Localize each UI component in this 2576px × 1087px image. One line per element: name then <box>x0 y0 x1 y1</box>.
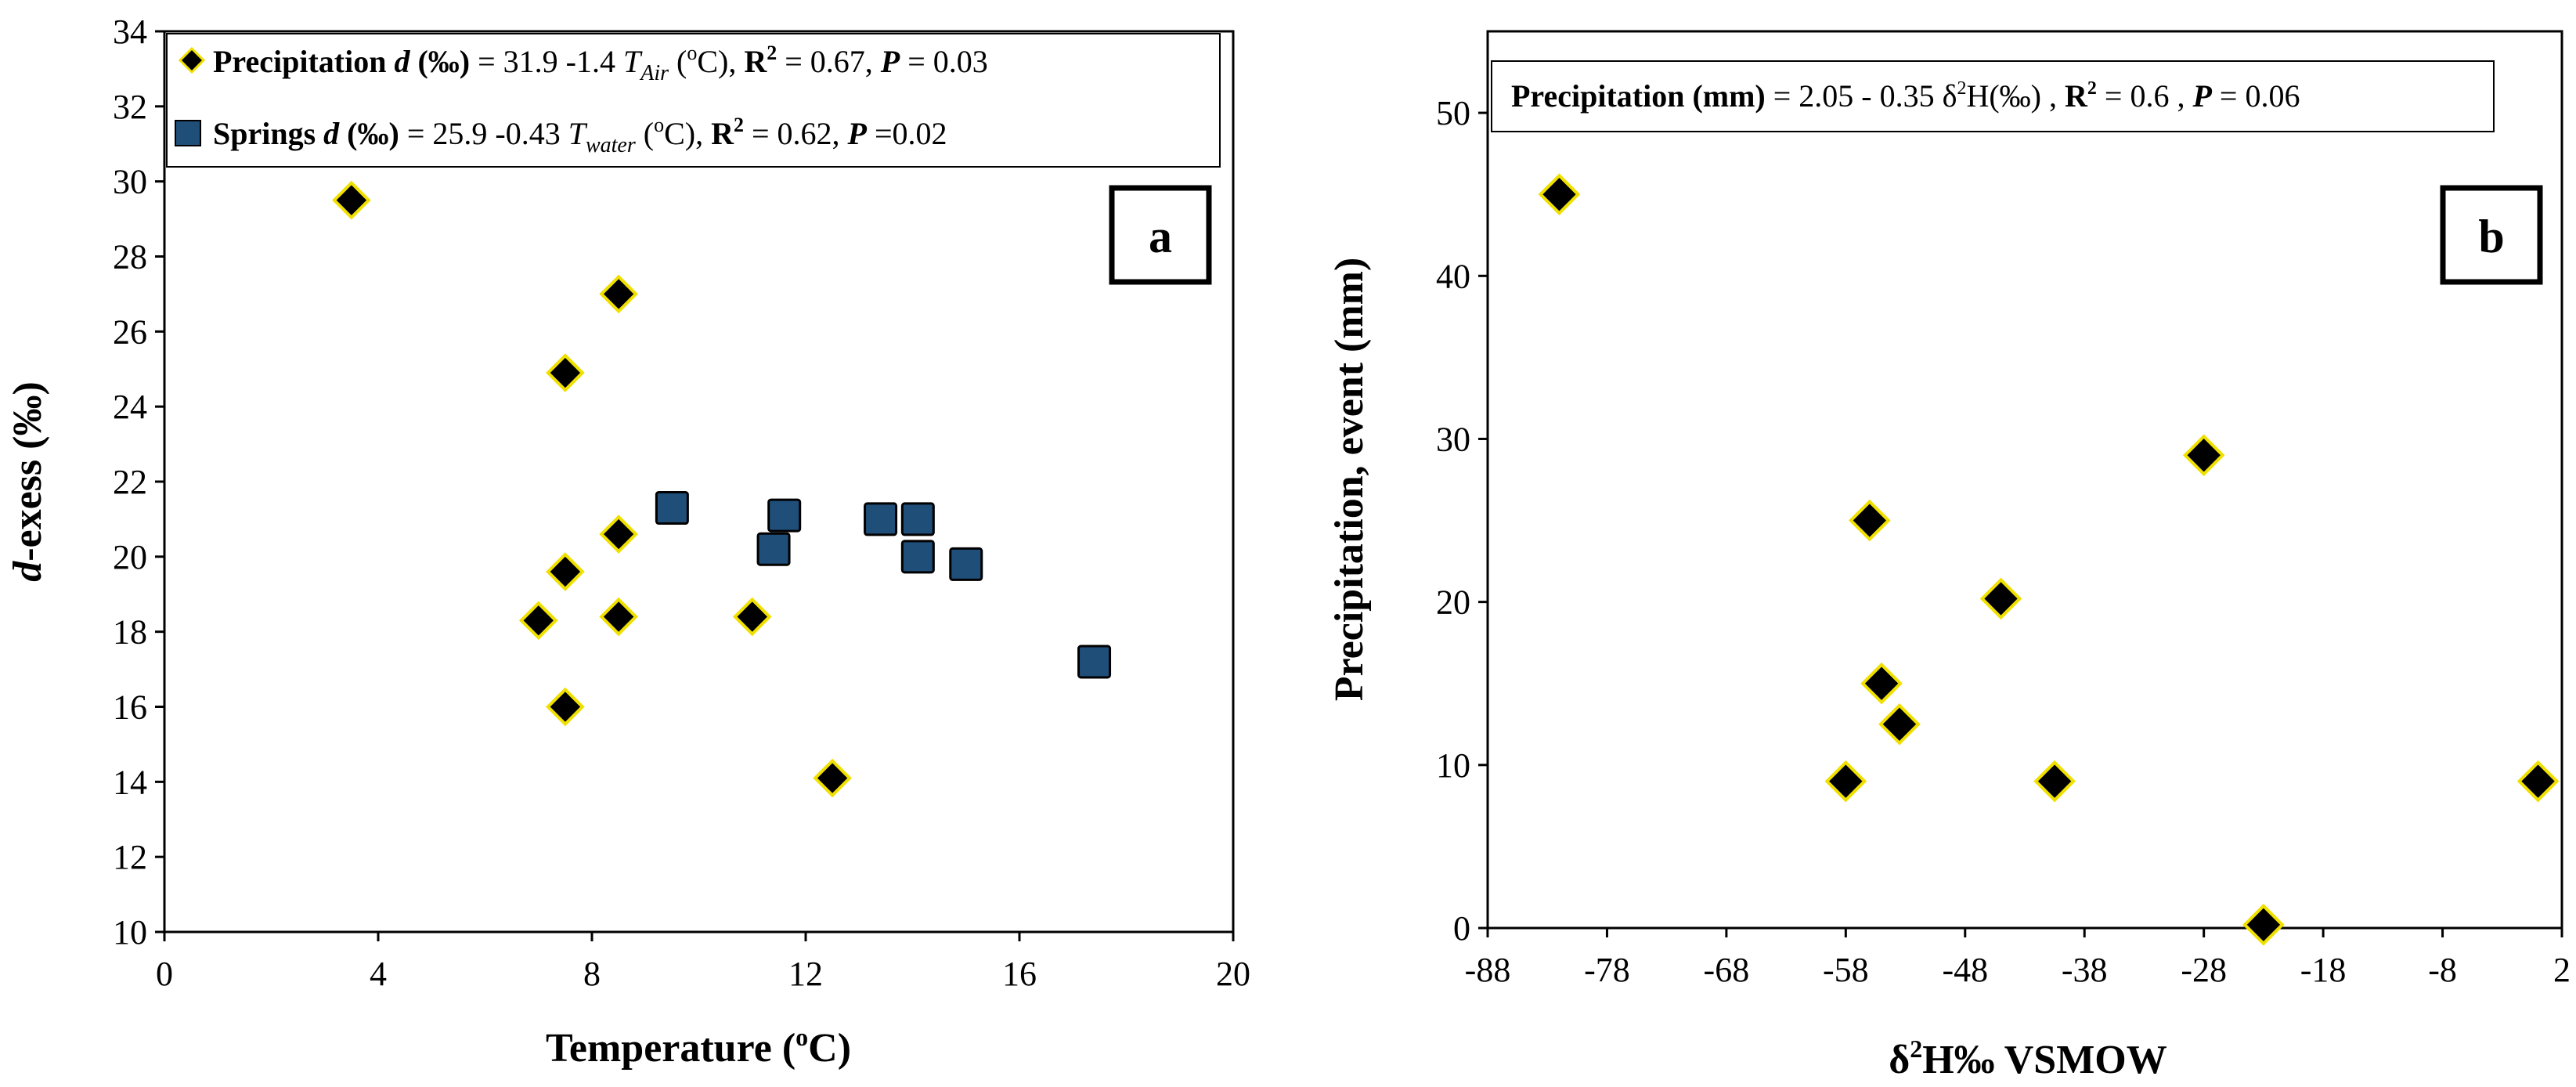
panel-a-letter-box <box>1109 185 1212 285</box>
panel-a-precipitation-point <box>599 274 638 314</box>
panel-a-springs-point <box>864 502 898 536</box>
panel-b-precipitation-point <box>1979 577 2022 620</box>
panel-b-x-tick-label: -28 <box>2181 951 2227 989</box>
panel-a-x-tick-label: 12 <box>788 955 823 993</box>
panel-a-springs-point <box>900 540 935 574</box>
panel-a: 0 4 8 12 16 20 10 12 14 16 18 20 22 24 26 28 30 32 34 Tem… <box>5 13 1250 1071</box>
panel-b-x-tick-label: -78 <box>1584 951 1630 989</box>
panel-a-x-tick-label: 20 <box>1216 955 1250 993</box>
panel-b-x-tick-label: -58 <box>1823 951 1869 989</box>
panel-a-y-tick-label: 18 <box>113 613 147 652</box>
panel-a-y-tick-label: 34 <box>113 13 147 51</box>
panel-b-plot-area <box>1486 30 2563 930</box>
panel-b-x-tick-label: -18 <box>2300 951 2347 989</box>
panel-a-springs-point <box>756 532 791 566</box>
panel-a-x-tick-label: 16 <box>1002 955 1037 993</box>
panel-b-x-ticks: -88 -78 -68 -58 -48 -38 -28 -18 -8 2 <box>1465 928 2571 989</box>
panel-a-y-ticks: 10 12 14 16 18 20 22 24 26 28 30 32 34 <box>113 13 164 952</box>
panel-b-precipitation-point <box>1860 662 1903 705</box>
panel-b-precipitation-point <box>1878 702 1921 746</box>
panel-a-x-tick-label: 8 <box>583 955 601 993</box>
panel-b-y-tick-label: 0 <box>1453 909 1470 948</box>
panel-a-precipitation-point <box>546 552 585 591</box>
panel-b-x-tick-label: -8 <box>2428 951 2457 989</box>
panel-a-precipitation-point <box>813 758 852 798</box>
panel-b-precipitation-point <box>1824 760 1867 803</box>
panel-b-x-tick-label: -68 <box>1704 951 1750 989</box>
panel-a-y-tick-label: 10 <box>113 913 147 952</box>
panel-a-precipitation-point <box>332 180 371 220</box>
panel-b-y-ticks: 0 10 20 30 40 50 <box>1436 94 1488 948</box>
panel-a-x-ticks: 0 4 8 12 16 20 <box>156 932 1250 993</box>
panel-a-y-tick-label: 16 <box>113 688 147 727</box>
panel-a-y-tick-label: 22 <box>113 463 147 501</box>
panel-a-letter: a <box>1149 211 1172 262</box>
panel-a-precipitation-point <box>518 601 558 641</box>
panel-a-y-tick-label: 26 <box>113 312 147 351</box>
panel-a-precipitation-point <box>546 353 585 392</box>
legend-precip-text: Precipitation d (‰) = 31.9 -1.4 TAir (oC… <box>213 42 988 85</box>
panel-b-x-axis-title: δ2H‰ VSMOW <box>1889 1035 2167 1082</box>
panel-a-y-tick-label: 32 <box>113 88 147 126</box>
panel-b-legend: Precipitation (mm) = 2.05 - 0.35 δ2H(‰) … <box>1491 60 2495 132</box>
panel-a-springs-point <box>767 498 802 533</box>
panel-b: -88 -78 -68 -58 -48 -38 -28 -18 -8 2 01020304050 … <box>1327 30 2571 1082</box>
panel-b-y-tick-label: 40 <box>1436 257 1470 295</box>
panel-a-springs-point <box>900 502 935 536</box>
panel-a-springs-point <box>949 547 983 581</box>
panel-a-springs-point <box>1077 645 1112 679</box>
panel-a-y-tick-label: 28 <box>113 238 147 276</box>
legend-precip-diamond-marker <box>178 46 206 74</box>
legend-springs-text: Springs d (‰) = 25.9 -0.43 Twater (oC), … <box>213 114 947 157</box>
panel-a-x-tick-label: 4 <box>370 955 387 993</box>
panel-a-legend: Precipitation d (‰) = 31.9 -1.4 TAir (oC… <box>166 33 1221 168</box>
panel-b-precipitation-point <box>2516 760 2560 803</box>
panel-b-x-tick-label: 2 <box>2553 951 2571 989</box>
panel-b-y-tick-label: 20 <box>1436 583 1470 622</box>
panel-a-legend-box <box>166 33 1221 168</box>
panel-b-precipitation-point <box>1848 499 1891 542</box>
panel-b-precipitation-point <box>2182 434 2225 477</box>
panel-a-y-tick-label: 20 <box>113 538 147 576</box>
panel-b-x-tick-label: -48 <box>1942 951 1988 989</box>
panel-a-y-axis-title: d-exess (‰) <box>5 381 50 582</box>
panel-a-y-tick-label: 30 <box>113 163 147 201</box>
panel-a-precipitation-point <box>599 515 638 554</box>
panel-b-x-tick-label: -88 <box>1465 951 1511 989</box>
panel-b-letter: b <box>2478 211 2504 262</box>
panel-b-points <box>1538 173 2560 946</box>
panel-a-points <box>332 180 1112 798</box>
panel-a-y-tick-label: 12 <box>113 838 147 876</box>
panel-b-precipitation-point <box>2242 904 2285 946</box>
panel-a-x-axis-title: Temperature (oC) <box>546 1023 851 1071</box>
panel-a-precipitation-point <box>546 687 585 727</box>
panel-b-legend-text: Precipitation (mm) = 2.05 - 0.35 δ2H(‰) … <box>1511 78 2300 114</box>
legend-springs-square-marker <box>175 120 201 146</box>
panel-b-letter-box <box>2440 185 2543 285</box>
panel-b-y-tick-label: 50 <box>1436 94 1470 132</box>
panel-b-x-tick-label: -38 <box>2062 951 2108 989</box>
panel-a-x-tick-label: 0 <box>156 955 173 993</box>
panel-b-precipitation-point <box>1538 173 1581 216</box>
panel-a-precipitation-point <box>599 597 638 637</box>
panel-b-precipitation-point <box>2033 760 2076 803</box>
panel-a-precipitation-point <box>732 597 772 637</box>
panel-a-y-tick-label: 14 <box>113 763 147 801</box>
panel-b-y-tick-label: 10 <box>1436 746 1470 785</box>
panel-a-springs-point <box>655 491 689 525</box>
panel-a-y-tick-label: 24 <box>113 388 147 426</box>
panel-b-y-axis-title: Precipitation, event (mm) <box>1327 258 1372 702</box>
panel-b-legend-box <box>1491 60 2495 132</box>
panel-b-y-tick-label: 30 <box>1436 420 1470 458</box>
